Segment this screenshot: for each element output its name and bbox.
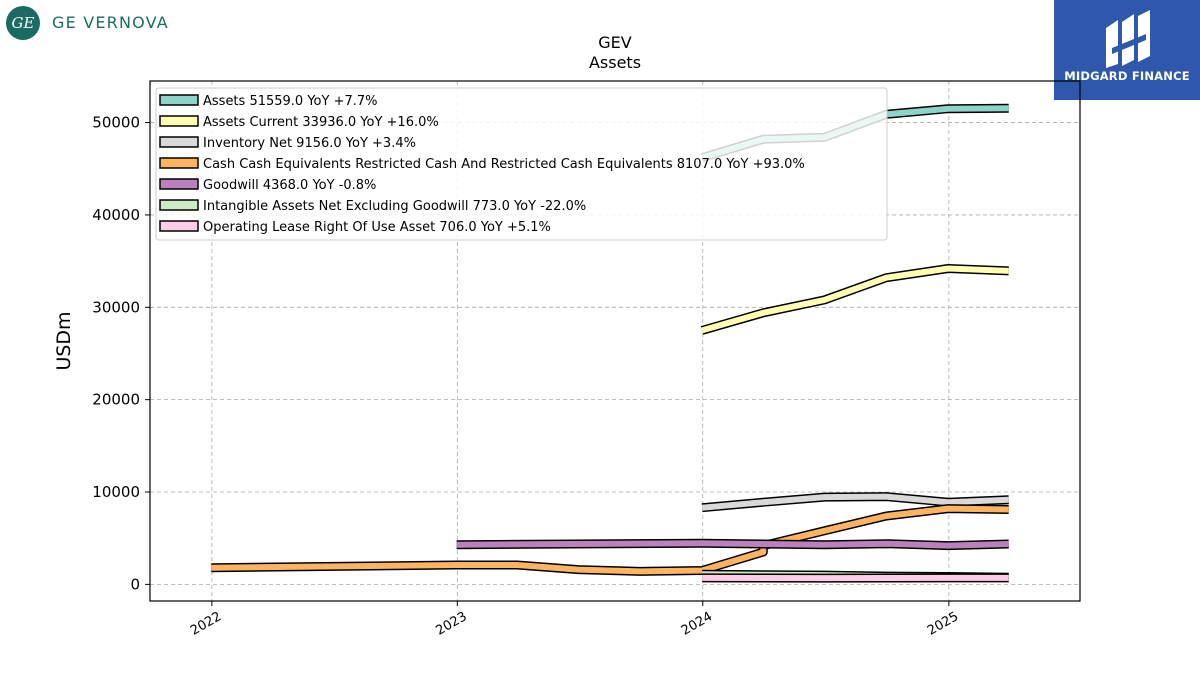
legend-swatch [159,178,199,190]
ge-vernova-logo: GE GE VERNOVA [4,4,194,44]
series-line-3 [211,504,1009,576]
legend-swatch [159,136,199,148]
legend-item: Inventory Net 9156.0 YoY +3.4% [159,136,416,151]
series-line-4 [456,538,1009,551]
legend-label: Goodwill 4368.0 YoY -0.8% [203,178,376,193]
x-tick-label: 2024 [679,609,715,639]
legend-label: Assets Current 33936.0 YoY +16.0% [203,115,439,130]
y-tick-label: 20000 [92,391,140,409]
x-tick-label: 2025 [925,609,961,639]
legend-label: Inventory Net 9156.0 YoY +3.4% [203,136,416,151]
plot-frame [149,80,1081,602]
legend-item: Operating Lease Right Of Use Asset 706.0… [159,220,551,235]
chart-subtitle: Assets [589,53,641,72]
ge-monogram-icon: GE [6,6,40,40]
y-tick-label: 0 [130,575,140,593]
series-outline [700,264,1009,335]
series-stroke [456,540,1009,549]
series-line-1 [700,264,1009,335]
series-stroke [701,493,1009,511]
x-axis-ticks: 2022 2023 2024 2025 [188,601,961,639]
series-stroke [701,265,1009,334]
midgard-mark-icon [1106,10,1150,68]
legend-item: Goodwill 4368.0 YoY -0.8% [159,178,376,193]
legend-swatch [159,94,199,106]
legend-label: Intangible Assets Net Excluding Goodwill… [203,199,586,214]
legend-swatch [159,220,199,232]
legend-item: Assets 51559.0 YoY +7.7% [159,94,378,109]
legend-swatch [159,199,199,211]
legend-item: Assets Current 33936.0 YoY +16.0% [159,115,439,130]
legend: Assets 51559.0 YoY +7.7% Assets Current 3… [155,87,888,241]
midgard-wordmark: MIDGARD FINANCE [1064,69,1190,83]
series-stroke [211,505,1009,575]
y-tick-label: 30000 [92,298,140,316]
legend-label: Assets 51559.0 YoY +7.7% [203,94,378,109]
series-line-2 [701,492,1009,513]
y-tick-label: 10000 [92,483,140,501]
chart-title: GEV [598,33,632,52]
x-tick-label: 2023 [433,609,469,639]
ge-vernova-wordmark: GE VERNOVA [52,13,169,32]
legend-swatch [159,157,199,169]
y-tick-label: 50000 [92,114,140,132]
y-axis-ticks: 0 10000 20000 30000 40000 50000 [92,114,150,593]
y-axis-label: USDm [53,311,75,370]
series-layer [211,103,1009,583]
y-tick-label: 40000 [92,206,140,224]
legend-label: Cash Cash Equivalents Restricted Cash An… [203,157,805,172]
x-tick-label: 2022 [188,609,224,639]
midgard-finance-logo: MIDGARD FINANCE [1054,0,1200,100]
legend-box [155,87,888,241]
legend-item: Intangible Assets Net Excluding Goodwill… [159,199,586,214]
legend-swatch [159,115,199,127]
legend-item: Cash Cash Equivalents Restricted Cash An… [159,157,805,172]
legend-label: Operating Lease Right Of Use Asset 706.0… [203,220,551,235]
